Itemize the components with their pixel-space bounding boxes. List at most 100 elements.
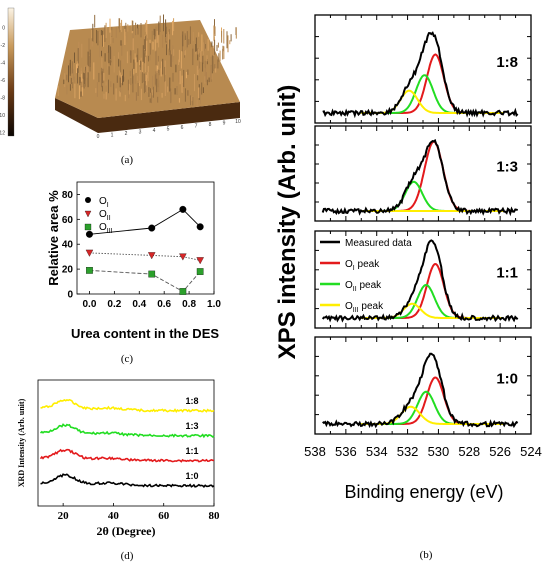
afm-colorbar-tick: -8: [1, 96, 6, 102]
relative-area-series-line: [89, 269, 201, 293]
xps-ratio-label: 1:8: [496, 54, 518, 71]
legend-label-oii: OII: [99, 209, 111, 222]
xps-legend-label: OI peak: [345, 259, 380, 272]
relative-area-y-tick-label: 0: [67, 290, 73, 301]
relative-area-axis-ticks: 0.0 0.2 0.4 0.6 0.8 1.0 0 20 40 60 80: [62, 190, 222, 310]
relative-area-x-tick-label: 0.4: [132, 299, 146, 310]
relative-area-point-oii: [85, 249, 94, 257]
xps-subplot: 1:3: [314, 125, 532, 222]
afm-base-tick: 8: [209, 122, 212, 128]
xps-subplots: 1:8 1:3 1:1 1:0: [314, 14, 532, 435]
afm-base-tick: 10: [235, 119, 241, 125]
xps-subplot: 1:0: [314, 336, 532, 435]
xps-x-tick-label: 534: [366, 444, 388, 459]
relative-area-x-label: Urea content in the DES: [71, 326, 219, 341]
afm-base-ticks: 0 1 2 3 4 5 6 7 8 9 10: [97, 119, 241, 140]
relative-area-point-oiii: [196, 268, 204, 275]
xps-measured-data: [321, 239, 519, 323]
afm-surface-side: [55, 98, 240, 133]
panel-label-d: (d): [121, 550, 134, 562]
afm-colorbar-tick: -4: [1, 61, 6, 67]
xps-x-tick-label: 524: [520, 444, 542, 459]
relative-area-y-label: Relative area %: [46, 190, 61, 286]
xps-ratio-label: 1:0: [496, 371, 518, 388]
xps-x-tick-label: 528: [458, 444, 480, 459]
relative-area-legend: OI OII OIII: [84, 196, 113, 235]
afm-base-tick: 0: [97, 134, 100, 140]
relative-area-point-oiii: [148, 270, 156, 278]
xps-legend-subscript: I: [353, 265, 355, 272]
panel-label-c: (c): [121, 353, 134, 365]
xps-legend-subscript: III: [353, 307, 359, 314]
xps-x-tick-label: 538: [304, 444, 326, 459]
afm-base-tick: 4: [153, 128, 156, 134]
relative-area-y-tick-label: 60: [62, 215, 74, 226]
xps-legend-suffix: peak: [355, 259, 380, 270]
xps-x-tick-label: 526: [489, 444, 511, 459]
afm-surface-spikes: [57, 14, 237, 106]
xps-legend-subscript: II: [353, 286, 357, 293]
legend-marker-oiii: [84, 223, 92, 231]
xps-peak-oii: [361, 180, 504, 212]
xps-measured-data: [322, 352, 519, 429]
afm-base-tick: 9: [223, 121, 226, 127]
relative-area-x-tick-label: 0.6: [157, 299, 171, 310]
legend-label-oiii: OIII: [99, 222, 113, 235]
xrd-x-tick-label: 60: [158, 510, 170, 522]
xps-chart: XPS intensity (Arb. unit) 1:8 1:3 1:1 1:0 5…: [274, 14, 542, 561]
afm-colorbar-tick: -10: [0, 113, 5, 119]
xps-legend-text: O: [345, 280, 353, 291]
relative-area-point-oiii: [86, 267, 93, 274]
xps-peak-oi: [361, 53, 504, 114]
relative-area-y-tick-label: 40: [62, 240, 74, 251]
xps-subplot: 1:1: [314, 230, 532, 329]
xrd-x-tick-label: 40: [108, 510, 120, 522]
xrd-series-line: [40, 473, 215, 488]
xps-x-label: Binding energy (eV): [344, 482, 503, 502]
xps-measured-data: [322, 31, 519, 119]
xps-peak-oiii: [361, 405, 504, 425]
xps-ratio-label: 1:3: [496, 159, 518, 176]
afm-base-tick: 6: [181, 125, 184, 131]
xps-legend-text: Measured data: [345, 238, 412, 249]
relative-area-point-oiii: [179, 288, 187, 295]
xrd-chart: 20 40 60 80 1:8 1:3 1:1 1:0 XRD Intensity (Arb…: [17, 379, 220, 562]
xps-legend-suffix: peak: [357, 280, 382, 291]
relative-area-x-tick-label: 0.0: [83, 299, 97, 310]
xrd-series-label: 1:1: [185, 446, 198, 456]
relative-area-series-line: [89, 208, 201, 235]
xrd-axis-ticks: 20 40 60 80: [58, 503, 220, 522]
xrd-y-label: XRD Intensity (Arb. unit): [17, 398, 26, 487]
xrd-series-line: [39, 423, 215, 439]
xps-legend-label: OII peak: [345, 280, 382, 293]
relative-area-x-tick-label: 1.0: [207, 299, 221, 310]
legend-label-oi: OI: [99, 196, 109, 209]
afm-base-tick: 2: [125, 131, 128, 137]
relative-area-point-oii: [147, 252, 156, 260]
xps-peak-oi: [361, 140, 504, 212]
xrd-series-label: 1:0: [185, 471, 198, 481]
legend-marker-oii: [84, 210, 92, 218]
xps-measured-data: [321, 138, 519, 217]
relative-area-y-tick-label: 20: [62, 265, 74, 276]
afm-colorbar-tick: 0: [2, 26, 5, 32]
xrd-x-tick-label: 20: [58, 510, 70, 522]
relative-area-y-tick-label: 80: [62, 190, 74, 201]
afm-colorbar-tick: -12: [0, 131, 5, 137]
relative-area-point-oi: [148, 224, 156, 232]
panel-label-b: (b): [420, 549, 433, 561]
relative-area-point-oi: [196, 223, 204, 231]
relative-area-point-oii: [179, 253, 187, 261]
xps-y-label: XPS intensity (Arb. unit): [274, 85, 301, 360]
relative-area-x-tick-label: 0.2: [107, 299, 121, 310]
xps-x-tick-label: 532: [397, 444, 419, 459]
afm-base-tick: 3: [139, 130, 142, 136]
panel-label-a: (a): [121, 154, 134, 166]
xps-peak-oii: [361, 74, 504, 114]
afm-colorbar-tick: -2: [1, 43, 6, 49]
afm-base-tick: 5: [167, 127, 170, 133]
relative-area-point-oi: [179, 205, 187, 213]
